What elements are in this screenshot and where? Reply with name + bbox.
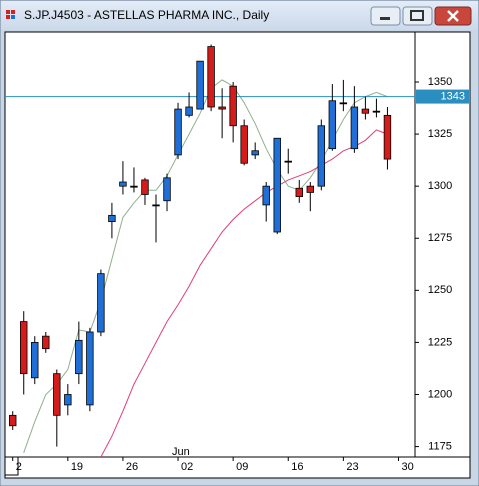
candle-body — [196, 60, 204, 110]
x-tick-label: 23 — [346, 461, 358, 473]
candle-body — [31, 342, 39, 379]
candle-body — [130, 185, 138, 188]
month-label: Jun — [172, 446, 190, 458]
candle-body — [273, 137, 281, 233]
candle-body — [20, 321, 28, 375]
y-tick-label: 1325 — [428, 128, 452, 140]
x-tick-label: 02 — [181, 461, 193, 473]
chart-panel — [4, 31, 471, 479]
candle-body — [152, 204, 160, 207]
scroll-box[interactable] — [4, 456, 19, 476]
y-tick-label: 1250 — [428, 284, 452, 296]
y-tick-label: 1275 — [428, 232, 452, 244]
candle-body — [185, 106, 193, 116]
candle-body — [64, 394, 72, 406]
x-tick-label: 2 — [16, 461, 22, 473]
candle-body — [350, 106, 359, 150]
candle-body — [75, 339, 83, 375]
candle-body — [383, 114, 392, 160]
y-tick-label: 1225 — [428, 336, 452, 348]
close-button[interactable] — [434, 6, 472, 26]
app-icon — [6, 10, 15, 19]
moving-average-line — [23, 79, 388, 453]
candle-body — [141, 179, 149, 195]
candle-body — [163, 177, 171, 202]
y-tick-label: 1350 — [428, 76, 452, 88]
candle-body — [284, 160, 292, 163]
candle-body — [97, 273, 105, 333]
x-tick-label: 16 — [291, 461, 303, 473]
candle-body — [361, 108, 370, 114]
candle-body — [295, 187, 303, 197]
candle-body — [262, 185, 270, 206]
candle-body — [174, 108, 182, 156]
last-price-box — [416, 89, 469, 104]
minimize-button[interactable] — [370, 6, 401, 26]
x-tick-label: 30 — [401, 461, 413, 473]
candle-body — [240, 125, 248, 164]
y-tick-label: 1200 — [428, 388, 452, 400]
candle-body — [372, 110, 381, 113]
candle-body — [251, 150, 259, 156]
x-tick-label: 26 — [126, 461, 138, 473]
candle-body — [317, 125, 326, 187]
candle-body — [119, 181, 127, 187]
candle-body — [108, 214, 116, 222]
y-tick-label: 1175 — [428, 440, 452, 452]
moving-average-line — [100, 129, 388, 458]
window-title: S.JP.J4503 - ASTELLAS PHARMA INC., Daily — [24, 8, 269, 22]
last-price-label: 1343 — [441, 90, 465, 102]
candle-body — [207, 46, 215, 108]
candle-body — [9, 414, 17, 427]
maximize-button[interactable] — [402, 6, 433, 26]
candle-body — [229, 85, 237, 127]
candle-body — [306, 185, 315, 193]
candle-body — [328, 100, 337, 150]
candle-body — [218, 106, 226, 110]
candle-body — [42, 335, 50, 350]
candle-body — [339, 102, 348, 105]
y-tick-label: 1300 — [428, 180, 452, 192]
candle-body — [86, 331, 94, 406]
x-tick-label: 09 — [236, 461, 248, 473]
candle-body — [53, 373, 61, 416]
x-tick-label: 19 — [71, 461, 83, 473]
